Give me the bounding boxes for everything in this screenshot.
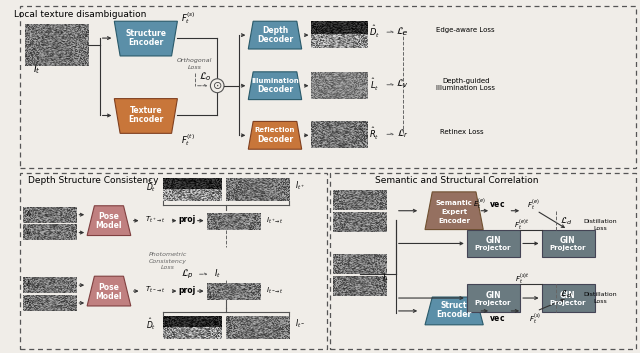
Text: Projector: Projector xyxy=(475,300,511,306)
Text: Depth: Depth xyxy=(262,26,288,35)
Text: GIN: GIN xyxy=(560,291,575,300)
Text: Depth-guided: Depth-guided xyxy=(442,78,490,84)
Text: $I_t$: $I_t$ xyxy=(26,280,32,290)
Text: Pose: Pose xyxy=(99,283,120,292)
Text: Distillation: Distillation xyxy=(583,219,616,224)
Text: $I_{t^-}$: $I_{t^-}$ xyxy=(295,318,305,330)
Text: $\mathcal{L}_d$: $\mathcal{L}_d$ xyxy=(559,288,572,300)
Bar xyxy=(20,6,636,168)
Text: $\odot$: $\odot$ xyxy=(212,80,222,91)
Polygon shape xyxy=(425,297,483,325)
Text: $\hat{D}_t$: $\hat{D}_t$ xyxy=(146,316,156,332)
Text: Loss: Loss xyxy=(188,65,202,70)
Text: GIN: GIN xyxy=(485,291,500,300)
Text: $E_t^{(e)}$: $E_t^{(e)}$ xyxy=(473,196,486,211)
Text: Projector: Projector xyxy=(475,245,511,251)
Polygon shape xyxy=(87,206,131,235)
Text: $I_{t^+}$: $I_{t^+}$ xyxy=(295,180,305,192)
Text: Encoder: Encoder xyxy=(128,115,163,124)
Text: $I_{t^+\!\to t}$: $I_{t^+\!\to t}$ xyxy=(266,216,284,226)
Polygon shape xyxy=(115,21,177,56)
Text: $I_{t^+}$: $I_{t^+}$ xyxy=(26,227,35,238)
Text: Decoder: Decoder xyxy=(257,135,293,144)
Text: Pose: Pose xyxy=(99,212,120,221)
Text: Decoder: Decoder xyxy=(257,35,293,43)
Text: Orthogonal: Orthogonal xyxy=(177,58,212,64)
Polygon shape xyxy=(87,276,131,306)
Text: Illumination: Illumination xyxy=(251,78,299,84)
Text: $\hat{D}_t$: $\hat{D}_t$ xyxy=(369,24,380,40)
Text: Encoder: Encoder xyxy=(436,310,472,319)
Text: Structure: Structure xyxy=(125,29,166,38)
Text: Semantic and Structural Correlation: Semantic and Structural Correlation xyxy=(375,176,539,185)
Text: proj: proj xyxy=(179,286,196,295)
Text: Decoder: Decoder xyxy=(257,85,293,94)
Text: $I_t$: $I_t$ xyxy=(382,273,389,286)
Text: $F_t^{(s)t}$: $F_t^{(s)t}$ xyxy=(515,271,529,286)
Polygon shape xyxy=(425,192,483,229)
Text: Texture: Texture xyxy=(129,106,162,115)
Text: $\mathcal{L}_o$: $\mathcal{L}_o$ xyxy=(199,70,212,83)
Text: Model: Model xyxy=(96,292,122,300)
Text: $F_t^{(e)}$: $F_t^{(e)}$ xyxy=(527,197,540,212)
Text: $\mathbf{vec}$: $\mathbf{vec}$ xyxy=(489,315,505,323)
Text: $F_t^{(s)}$: $F_t^{(s)}$ xyxy=(529,311,541,327)
Text: $\mathcal{L}_d$: $\mathcal{L}_d$ xyxy=(559,216,572,227)
Text: Edge-aware Loss: Edge-aware Loss xyxy=(436,27,495,33)
Text: Semantic: Semantic xyxy=(436,200,472,206)
Text: Consistency: Consistency xyxy=(148,259,187,264)
Text: Illumination Loss: Illumination Loss xyxy=(436,85,495,91)
Bar xyxy=(20,173,327,349)
Text: Reflection: Reflection xyxy=(255,127,295,133)
Text: $\mathcal{L}_p$: $\mathcal{L}_p$ xyxy=(180,268,193,281)
Text: Projector: Projector xyxy=(550,300,586,306)
Text: $T_{t^+\!\to t}$: $T_{t^+\!\to t}$ xyxy=(145,215,165,225)
Text: Local texture disambiguation: Local texture disambiguation xyxy=(14,10,147,19)
Polygon shape xyxy=(115,98,177,133)
Text: Distillation: Distillation xyxy=(583,292,616,297)
Text: Struct: Struct xyxy=(441,301,467,311)
Bar xyxy=(467,284,520,312)
Text: $F_t^{(t)}$: $F_t^{(t)}$ xyxy=(181,132,195,148)
Text: Loss: Loss xyxy=(593,299,607,304)
Text: $I_t$: $I_t$ xyxy=(214,268,221,281)
Text: $\mathcal{L}_v$: $\mathcal{L}_v$ xyxy=(396,77,409,90)
Text: Encoder: Encoder xyxy=(128,37,163,47)
Bar xyxy=(467,229,520,257)
Text: $\mathbf{vec}$: $\mathbf{vec}$ xyxy=(489,200,505,209)
Text: $\hat{L}_t$: $\hat{L}_t$ xyxy=(370,77,379,93)
Text: Depth Structure Consistency: Depth Structure Consistency xyxy=(28,176,158,185)
Text: $F_t^{(s)}$: $F_t^{(s)}$ xyxy=(180,11,195,26)
Text: Model: Model xyxy=(96,221,122,230)
Text: $I_t$: $I_t$ xyxy=(26,210,32,220)
Text: $\hat{R}_t$: $\hat{R}_t$ xyxy=(369,126,380,142)
Text: Expert: Expert xyxy=(441,209,467,215)
Text: Loss: Loss xyxy=(593,226,607,231)
Text: Photometric: Photometric xyxy=(148,252,187,257)
Text: proj: proj xyxy=(179,215,196,224)
Text: $I_t$: $I_t$ xyxy=(33,62,40,76)
Bar xyxy=(541,229,595,257)
Text: GIN: GIN xyxy=(560,236,575,245)
Text: Retinex Loss: Retinex Loss xyxy=(440,129,484,135)
Text: Projector: Projector xyxy=(550,245,586,251)
Text: GIN: GIN xyxy=(485,236,500,245)
Text: $\mathcal{L}_r$: $\mathcal{L}_r$ xyxy=(397,127,409,140)
Text: $I_{t^-}$: $I_{t^-}$ xyxy=(26,298,35,308)
Circle shape xyxy=(211,79,224,93)
Text: $\hat{D}_t$: $\hat{D}_t$ xyxy=(146,178,156,194)
Polygon shape xyxy=(248,72,301,100)
Text: Loss: Loss xyxy=(161,265,175,270)
Polygon shape xyxy=(248,121,301,149)
Text: $F_t^{(e)t}$: $F_t^{(e)t}$ xyxy=(515,217,530,232)
Text: $T_{t^-\!\to t}$: $T_{t^-\!\to t}$ xyxy=(145,285,165,295)
Text: $\mathcal{L}_e$: $\mathcal{L}_e$ xyxy=(396,25,409,37)
Bar xyxy=(541,284,595,312)
Text: $I_{t^-\!\to t}$: $I_{t^-\!\to t}$ xyxy=(266,286,284,296)
Polygon shape xyxy=(248,21,301,49)
Bar xyxy=(330,173,636,349)
Text: Encoder: Encoder xyxy=(438,218,470,224)
